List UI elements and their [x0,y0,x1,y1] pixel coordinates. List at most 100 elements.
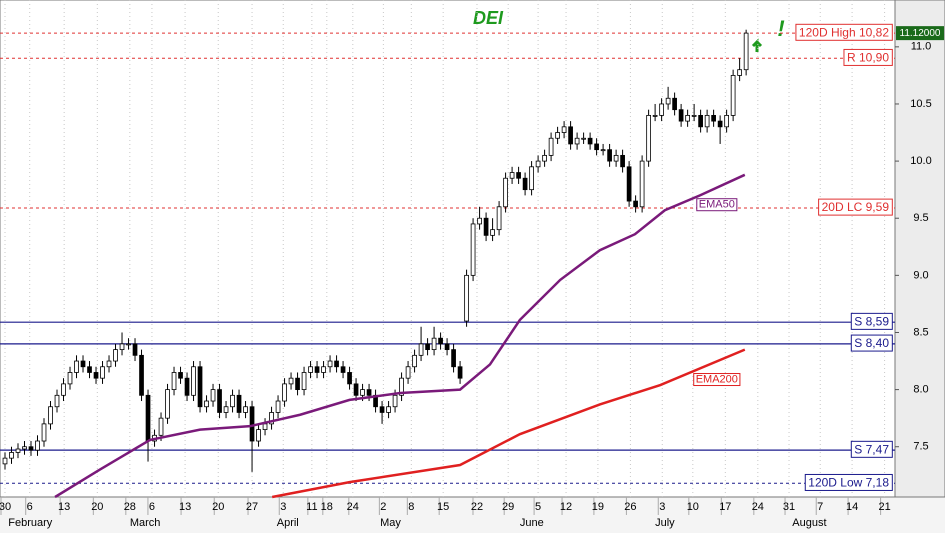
candle-body [340,366,346,373]
level-label-box [843,48,893,66]
last-price-label: 11.12000 [900,28,941,39]
candle-body [256,429,261,442]
candle-body [347,372,352,385]
candle-body [698,114,703,128]
candle-body [74,360,79,373]
x-tick-label: 15 [437,501,449,513]
candle-body [704,114,710,128]
candle-body [126,343,131,346]
y-tick-label: 8.5 [913,326,928,338]
candle-body [301,372,307,391]
candle-body [711,114,716,122]
plot-area [0,0,896,498]
candle-body [178,372,183,379]
month-label: July [655,517,675,529]
candle-body [184,377,190,396]
candle-body [327,360,333,368]
level-label-box [804,473,893,491]
x-tick-label: 6 [149,501,155,513]
candle-body [28,446,34,451]
chart-title: DEI [473,8,504,28]
level-label: 20D LC 9,59 [822,200,890,214]
candle-body [204,400,209,408]
candle-body [217,389,222,413]
x-tick-label: 31 [783,501,795,513]
x-tick-label: 29 [502,501,514,513]
candle-body [639,160,645,208]
candle-body [15,448,21,453]
candle-body [243,406,248,413]
candle-body [431,337,437,351]
x-tick-label: 26 [624,501,636,513]
ma-line [54,173,746,499]
candle-body [522,177,528,191]
candle-body [477,217,482,225]
level-label-box [818,198,893,216]
candle-body [100,366,105,379]
candle-body [67,372,73,385]
y-tick-label: 8.0 [913,384,928,396]
candle-body [672,97,677,111]
x-tick-label: 13 [179,501,191,513]
candle-body [158,417,164,436]
candle-body [464,274,469,322]
up-arrow [751,38,763,52]
candle-body [509,172,515,179]
candle-body [405,366,411,379]
x-tick-label: 10 [687,501,699,513]
month-label: February [8,517,53,529]
y-tick-label: 9.5 [913,212,928,224]
candle-body [191,366,196,396]
candle-body [594,143,599,151]
x-tick-label: 30 [0,501,11,513]
level-label: 120D High 10,82 [799,25,889,39]
candle-body [379,406,385,413]
candle-body [665,97,671,105]
candle-body [132,343,138,356]
x-tick-label: 8 [408,501,414,513]
x-tick-label: 2 [380,501,386,513]
x-tick-label: 27 [246,501,258,513]
candle-body [106,360,112,368]
level-label: S 8,40 [854,336,889,350]
candle-body [282,383,287,402]
x-tick-label: 13 [58,501,70,513]
x-tick-label: 5 [535,501,541,513]
level-label: 120D Low 7,18 [808,475,889,489]
candle-body [392,394,398,408]
level-label-box [850,440,893,458]
candle-body [678,109,684,122]
candle-body [503,177,508,208]
x-tick-label: 24 [347,501,359,513]
candle-body [418,343,424,356]
candle-body [561,126,567,133]
x-tick-label: 24 [752,501,764,513]
candle-body [236,394,242,413]
y-tick-label: 9.0 [913,269,928,281]
month-label: March [130,517,161,529]
candle-body [334,360,339,368]
candle-body [646,114,651,162]
candle-body [386,406,391,413]
candle-body [275,400,281,413]
level-label: S 7,47 [854,442,889,456]
candle-body [574,137,580,145]
x-tick-label: 20 [212,501,224,513]
x-tick-label: 17 [719,501,731,513]
candle-body [529,166,534,191]
candle-body [9,452,14,459]
y-tick-label: 10.0 [910,155,931,167]
candle-body [399,377,404,396]
candle-body [659,103,664,116]
candle-body [35,440,40,451]
ma-line [271,348,746,499]
x-tick-label: 11 [306,501,317,513]
level-label-box [850,312,893,330]
y-tick-label: 10.5 [910,98,931,110]
annotation: ! [777,16,784,41]
ma-label: EMA200 [696,374,738,386]
candle-body [587,137,593,145]
level-label-box [850,334,893,352]
y-axis-panel [894,0,945,498]
